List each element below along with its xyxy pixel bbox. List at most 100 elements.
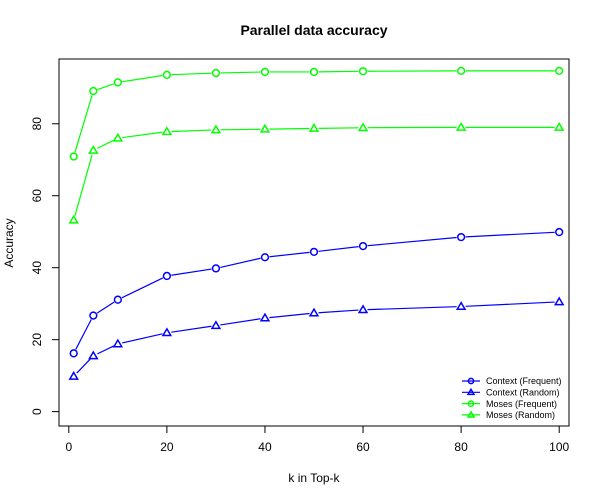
- data-point: [162, 271, 172, 281]
- series-line-segment: [318, 127, 359, 129]
- plot-series-group: [68, 66, 565, 380]
- series-line-segment: [171, 268, 212, 276]
- series-line-segment: [75, 319, 92, 350]
- data-point: [88, 350, 99, 360]
- legend-label: Context (Random): [486, 388, 560, 398]
- data-point: [358, 67, 368, 76]
- data-point: [69, 349, 78, 358]
- series-line-segment: [122, 131, 163, 139]
- data-point: [260, 253, 270, 262]
- data-point: [357, 304, 369, 314]
- series-line-segment: [220, 71, 261, 74]
- data-point: [68, 370, 79, 380]
- legend-item: Moses (Frequent): [462, 399, 557, 409]
- chart-title: Parallel data accuracy: [240, 22, 387, 38]
- series-line-segment: [171, 129, 212, 133]
- data-point: [456, 66, 466, 76]
- legend-marker: [466, 410, 476, 418]
- data-point: [161, 327, 173, 337]
- data-point: [455, 301, 467, 311]
- data-point: [309, 67, 319, 77]
- data-point: [88, 145, 99, 154]
- x-tick-label: 80: [454, 440, 468, 454]
- data-point: [112, 338, 124, 348]
- legend-label: Moses (Random): [486, 410, 555, 420]
- data-point: [553, 121, 565, 131]
- y-axis-label: Accuracy: [2, 218, 16, 267]
- series-context-random: [68, 296, 565, 380]
- data-point: [210, 320, 222, 330]
- legend-label: Context (Frequent): [486, 376, 562, 386]
- x-axis: 0 20 40 60 80 100: [65, 425, 570, 454]
- data-point: [161, 126, 173, 136]
- y-tick-label: 60: [30, 189, 44, 203]
- data-point: [309, 247, 319, 257]
- series-line-segment: [97, 345, 115, 355]
- legend-item: Context (Frequent): [462, 376, 562, 386]
- data-point: [555, 66, 564, 76]
- legend-label: Moses (Frequent): [486, 399, 557, 409]
- y-tick-label: 20: [30, 333, 44, 347]
- data-point: [358, 241, 368, 251]
- y-tick-label: 0: [30, 408, 44, 415]
- data-point: [260, 67, 270, 77]
- data-point: [210, 124, 222, 134]
- x-tick-label: 40: [258, 440, 272, 454]
- y-tick-label: 80: [30, 117, 44, 131]
- series-line-segment: [220, 318, 261, 326]
- series-line-segment: [220, 257, 261, 268]
- plot-area-frame: [58, 58, 570, 427]
- series-line-segment: [367, 306, 457, 311]
- data-point: [162, 70, 172, 79]
- legend-marker: [467, 400, 475, 407]
- series-context-frequent: [69, 227, 564, 358]
- data-point: [211, 264, 221, 273]
- data-point: [69, 152, 78, 161]
- series-line-segment: [367, 236, 457, 247]
- series-line-segment: [318, 70, 359, 73]
- series-line-segment: [220, 128, 261, 131]
- series-line-segment: [76, 358, 91, 374]
- x-tick-label: 60: [356, 440, 370, 454]
- series-line-segment: [97, 139, 115, 149]
- series-line-segment: [269, 312, 310, 319]
- data-point: [553, 296, 565, 306]
- series-line-segment: [465, 301, 555, 307]
- legend-marker: [466, 387, 476, 396]
- data-point: [89, 311, 98, 320]
- data-point: [455, 121, 467, 131]
- data-point: [112, 132, 124, 142]
- legend-item: Moses (Random): [462, 410, 555, 420]
- series-line-segment: [122, 74, 163, 83]
- x-tick-label: 20: [160, 440, 174, 454]
- series-line-segment: [269, 251, 310, 258]
- data-point: [89, 86, 98, 96]
- data-point: [113, 295, 122, 304]
- series-moses-random: [68, 121, 565, 224]
- data-point: [113, 78, 122, 87]
- legend-marker: [467, 377, 475, 385]
- series-line-segment: [74, 154, 93, 217]
- series-line-segment: [318, 309, 359, 314]
- series-line-segment: [96, 301, 115, 314]
- x-axis-label: k in Top-k: [288, 471, 340, 485]
- legend-item: Context (Random): [462, 388, 560, 398]
- series-line-segment: [122, 333, 163, 344]
- data-point: [259, 123, 271, 133]
- series-line-segment: [121, 277, 164, 299]
- series-line-segment: [318, 246, 359, 252]
- data-point: [357, 122, 369, 132]
- data-point: [456, 232, 466, 242]
- series-line-segment: [465, 231, 555, 238]
- x-tick-label: 0: [65, 440, 72, 454]
- y-axis: 0 20 40 60 80: [30, 117, 60, 415]
- y-tick-label: 40: [30, 261, 44, 275]
- data-point: [259, 312, 271, 322]
- series-line-segment: [171, 72, 212, 76]
- series-line-segment: [269, 127, 310, 130]
- data-point: [68, 214, 79, 224]
- series-line-segment: [171, 325, 212, 333]
- series-line-segment: [97, 83, 114, 91]
- legend: Context (Frequent)Context (Random)Moses …: [462, 376, 562, 420]
